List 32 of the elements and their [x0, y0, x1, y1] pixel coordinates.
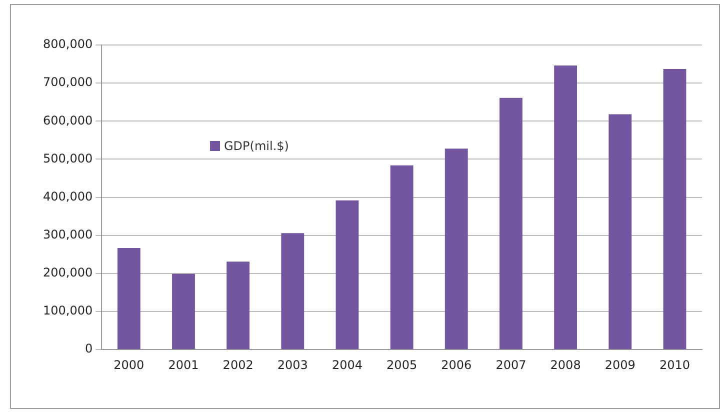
- y-tick-label: 600,000: [43, 113, 93, 128]
- x-tick-label: 2001: [168, 358, 199, 372]
- x-tick-label: 2007: [496, 358, 526, 372]
- bar: [117, 248, 140, 350]
- y-tick-label: 500,000: [43, 151, 93, 166]
- bar: [281, 233, 304, 350]
- bar: [226, 262, 250, 350]
- x-tick-label: 2008: [550, 358, 581, 372]
- x-tick-label: 2006: [441, 358, 472, 372]
- legend-label: GDP(mil.$): [224, 139, 289, 153]
- x-tick-label: 2005: [386, 358, 418, 372]
- y-tick-label: 300,000: [43, 228, 93, 242]
- y-tick-label: 400,000: [43, 189, 93, 204]
- bar: [663, 68, 686, 350]
- x-tick-label: 2000: [114, 358, 144, 372]
- y-tick-label: 0: [84, 342, 93, 356]
- x-tick-label: 2004: [332, 358, 363, 372]
- y-tick-label: 200,000: [43, 266, 93, 280]
- x-tick-label: 2010: [659, 358, 690, 372]
- bar: [172, 274, 195, 350]
- bar: [608, 114, 632, 350]
- bar: [336, 200, 359, 350]
- x-tick-label: 2002: [222, 358, 254, 372]
- bar: [500, 98, 522, 350]
- y-tick-label: 800,000: [43, 37, 93, 52]
- y-tick-label: 700,000: [43, 75, 93, 90]
- bar: [390, 165, 414, 350]
- x-tick-label: 2003: [277, 358, 308, 372]
- y-tick-label: 100,000: [43, 304, 93, 318]
- x-tick-label: 2009: [604, 358, 636, 372]
- bar: [444, 148, 468, 350]
- bar: [554, 66, 578, 350]
